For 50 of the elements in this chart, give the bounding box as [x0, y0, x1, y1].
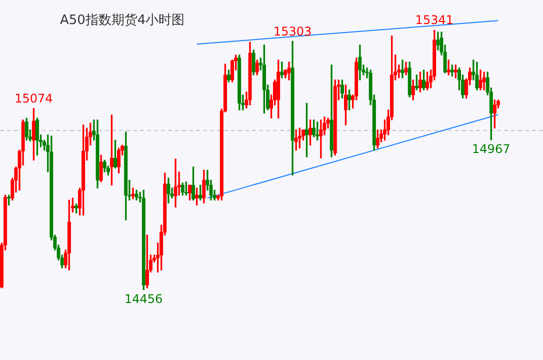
candlestick — [454, 64, 458, 78]
annotation: 15341 — [415, 13, 454, 28]
annotation: 15303 — [273, 24, 312, 38]
candlestick — [238, 54, 242, 110]
candlestick — [404, 62, 408, 76]
candlestick — [102, 160, 106, 172]
candlestick — [32, 108, 36, 160]
candlestick — [446, 60, 450, 76]
candlestick — [298, 128, 302, 148]
candlestick — [316, 122, 320, 140]
candlestick — [191, 166, 196, 200]
candlestick — [400, 60, 404, 78]
candlestick — [74, 204, 78, 214]
candlestick — [35, 118, 40, 156]
candlestick — [411, 80, 415, 100]
candlestick — [347, 90, 352, 110]
candlestick — [425, 72, 430, 90]
candlestick — [482, 72, 486, 90]
candlestick — [134, 190, 138, 200]
candlestick — [319, 120, 323, 158]
candlestick — [333, 80, 337, 156]
candlestick — [255, 60, 259, 76]
candlestick — [475, 62, 479, 90]
candlestick — [142, 190, 146, 290]
candlestick — [280, 62, 284, 78]
candlestick — [290, 40, 294, 176]
candlestick — [226, 70, 231, 82]
candlestick — [24, 118, 28, 140]
candlestick — [124, 132, 128, 220]
candlestick — [99, 154, 103, 182]
candlestick — [145, 234, 149, 288]
annotation: 15074 — [14, 92, 53, 106]
candlestick — [131, 188, 135, 200]
candlestick — [202, 170, 206, 204]
candlestick — [450, 64, 454, 76]
candlestick — [414, 74, 418, 90]
annotation: 14967 — [472, 142, 510, 156]
candlestick — [174, 158, 178, 208]
candlestick — [262, 44, 266, 114]
candlestick — [287, 62, 291, 80]
candlestick — [252, 50, 256, 76]
candlestick — [96, 120, 100, 188]
chart-title: A50指数期货4小时图 — [60, 12, 185, 29]
candlestick — [294, 130, 298, 150]
candlestick — [248, 42, 252, 106]
candlestick — [340, 80, 344, 98]
candlestick — [492, 100, 497, 128]
annotation: 14456 — [124, 292, 163, 306]
candlestick — [408, 62, 412, 98]
candlestick — [276, 60, 280, 118]
